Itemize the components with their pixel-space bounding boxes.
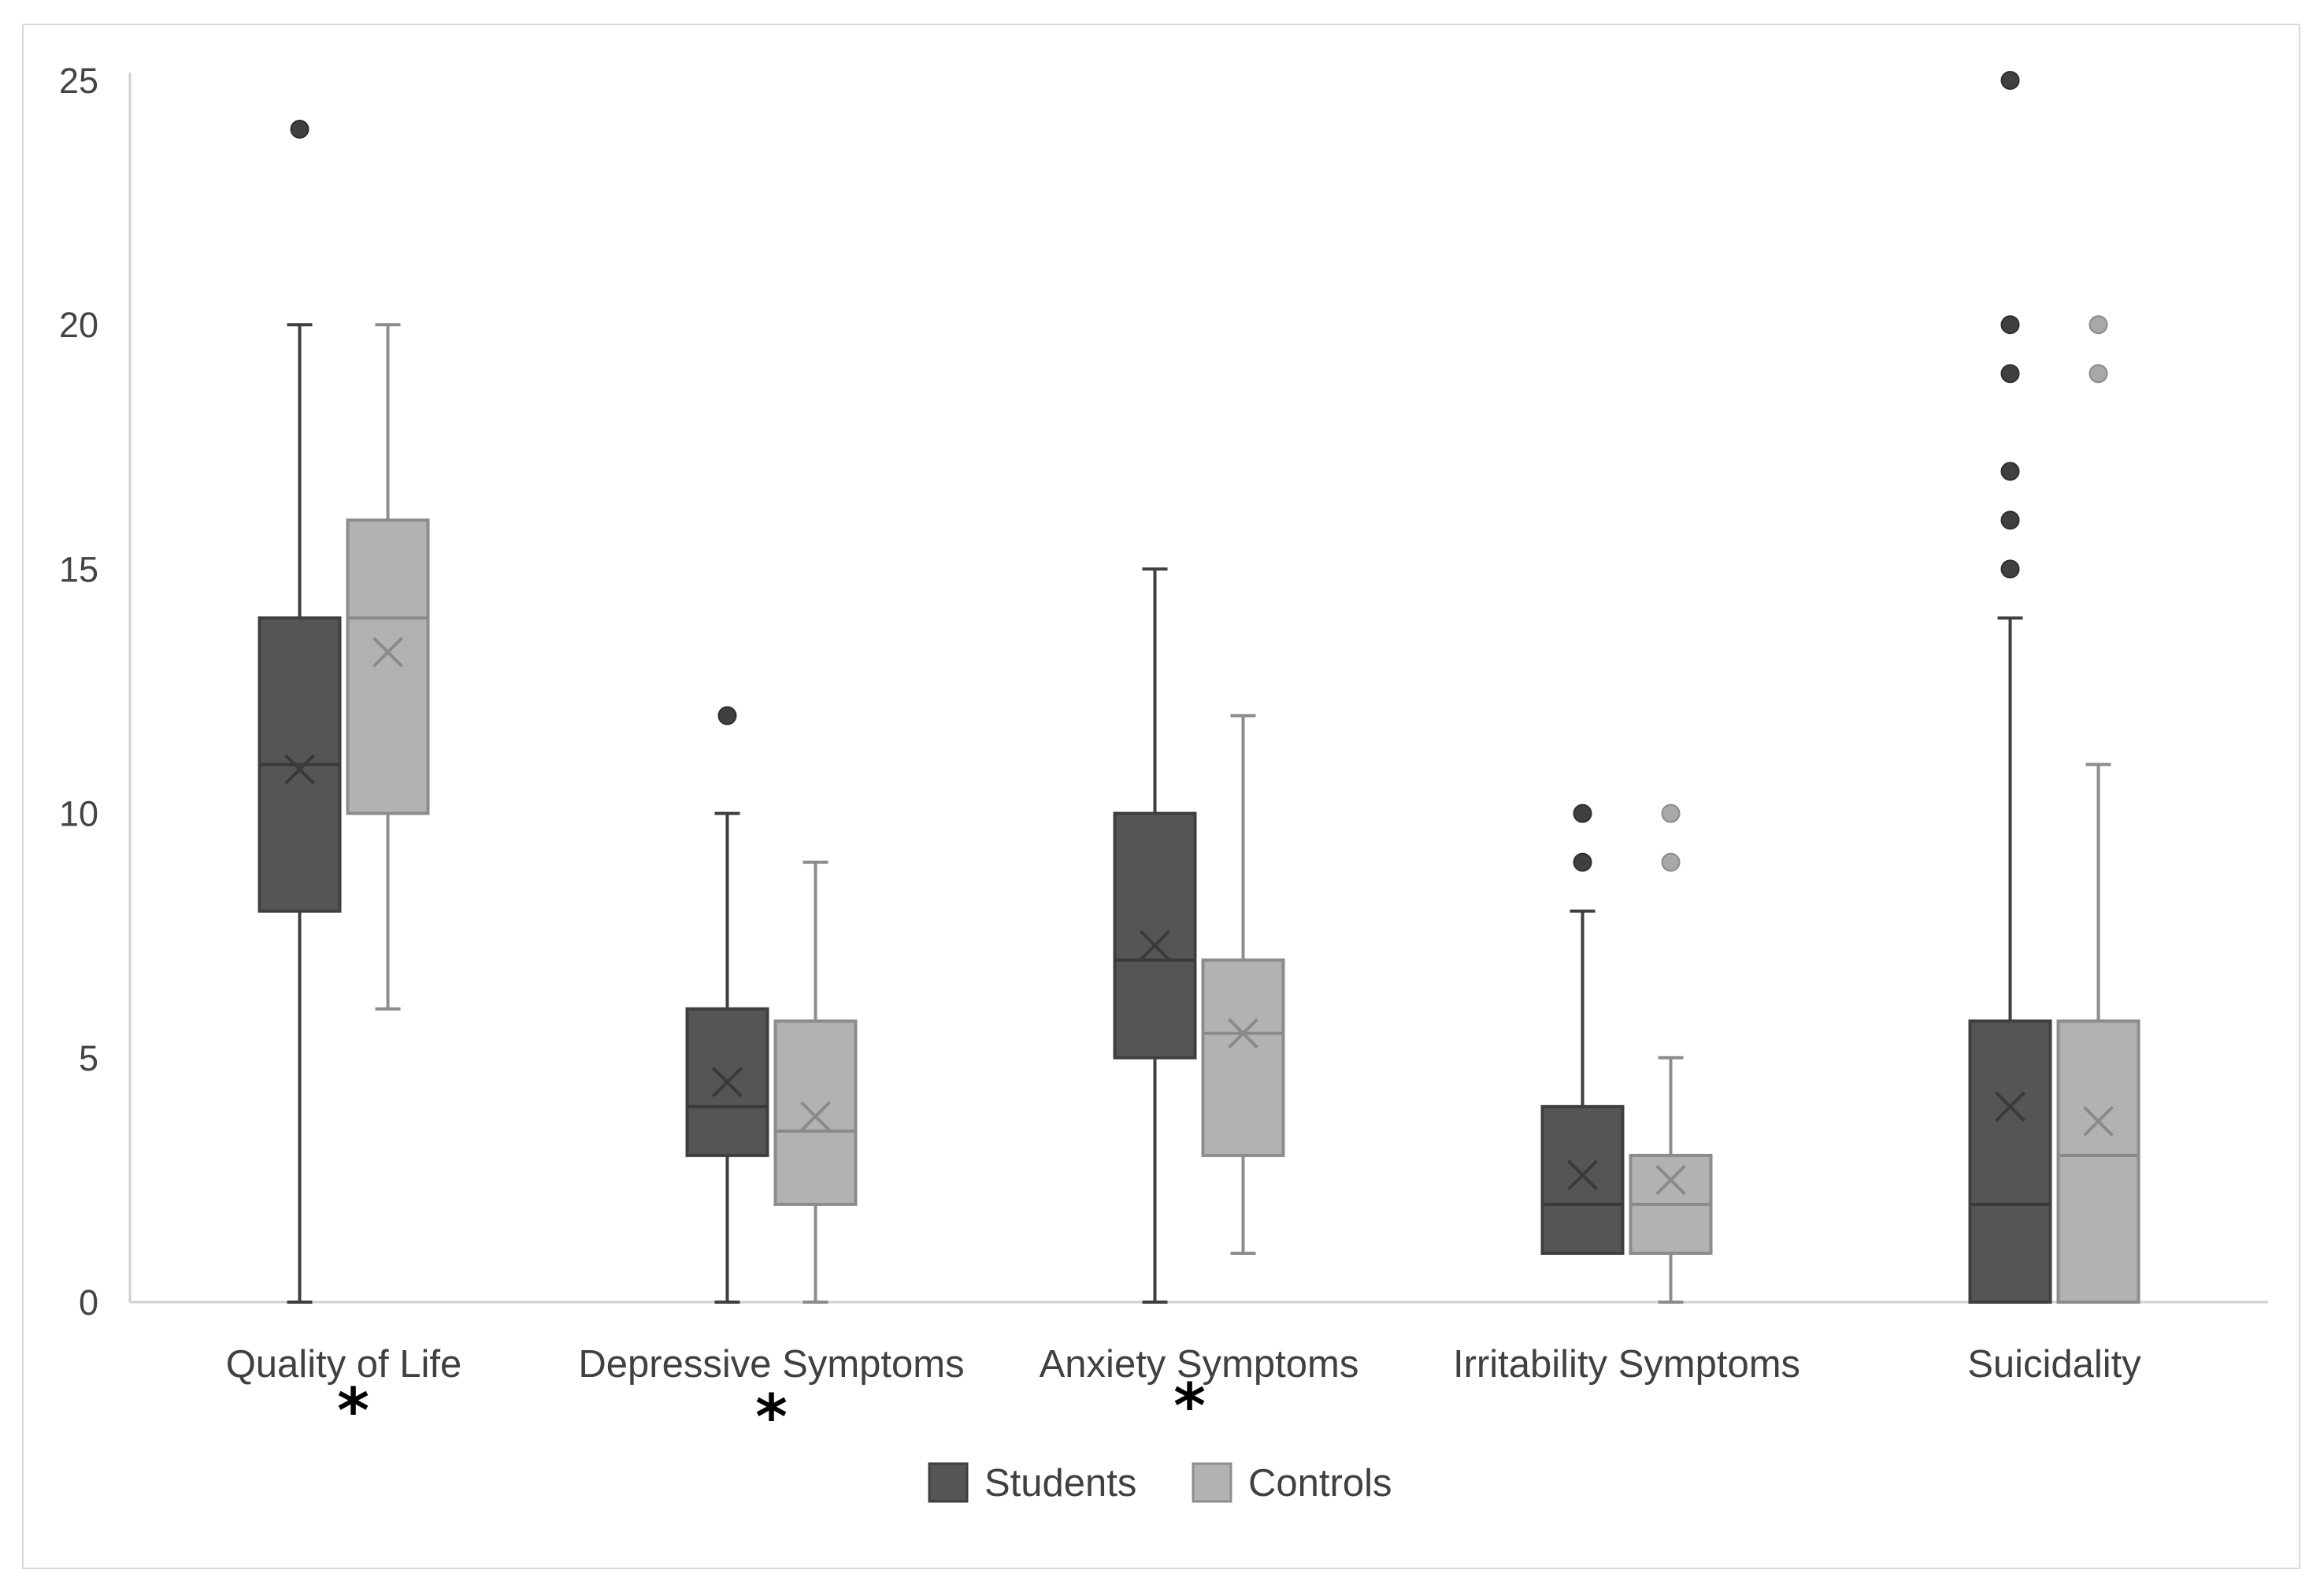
- outlier-point: [2000, 315, 2020, 335]
- outlier-point: [1573, 852, 1592, 872]
- legend-swatch: [1192, 1462, 1232, 1503]
- iqr-box: [1968, 1019, 2052, 1304]
- category-label: Quality of Life: [226, 1343, 462, 1386]
- outlier-point: [1661, 852, 1681, 872]
- iqr-box: [2056, 1019, 2141, 1304]
- outlier-point: [1573, 803, 1592, 823]
- students-box-5: [1968, 71, 2052, 1304]
- category-labels: Quality of Life*Depressive Symptoms*Anxi…: [226, 1343, 2142, 1453]
- mean-marker: [284, 754, 315, 785]
- outlier-point: [2089, 364, 2108, 384]
- mean-marker: [800, 1100, 831, 1132]
- outlier-point: [2000, 559, 2020, 579]
- students-box-2: [685, 706, 769, 1304]
- outlier-point: [717, 706, 737, 725]
- controls-box-5: [2056, 315, 2141, 1304]
- legend-label: Students: [984, 1462, 1136, 1505]
- outlier-point: [2000, 510, 2020, 530]
- iqr-box: [346, 518, 430, 815]
- students-box-3: [1113, 567, 1197, 1304]
- y-tick-label: 10: [59, 794, 98, 834]
- controls-box-4: [1629, 803, 1713, 1304]
- outlier-point: [1661, 803, 1681, 823]
- mean-marker: [2083, 1106, 2114, 1137]
- outlier-point: [290, 120, 309, 139]
- y-tick-label: 5: [79, 1038, 98, 1078]
- legend-swatch: [928, 1462, 969, 1503]
- outlier-point: [2000, 364, 2020, 384]
- boxes: [258, 71, 2141, 1304]
- legend-label: Controls: [1248, 1462, 1392, 1505]
- mean-marker: [1567, 1160, 1598, 1191]
- mean-marker: [1995, 1091, 2026, 1123]
- controls-box-3: [1201, 714, 1285, 1255]
- iqr-box: [773, 1019, 858, 1206]
- legend-item-students: Students: [928, 1462, 1136, 1505]
- significance-asterisk: *: [1173, 1371, 1206, 1442]
- y-tick-label: 15: [59, 549, 98, 589]
- outlier-point: [2000, 462, 2020, 481]
- mean-marker: [1228, 1018, 1258, 1049]
- mean-marker: [373, 636, 403, 668]
- category-label: Suicidality: [1967, 1343, 2141, 1386]
- controls-box-2: [773, 860, 858, 1304]
- axes: 0 5 10 15 20 25: [59, 61, 2268, 1323]
- mean-marker: [712, 1067, 743, 1098]
- iqr-box: [1201, 958, 1285, 1157]
- category-label: Irritability Symptoms: [1453, 1343, 1800, 1386]
- significance-asterisk: *: [337, 1376, 369, 1447]
- mean-marker: [1140, 930, 1170, 961]
- legend-item-controls: Controls: [1192, 1462, 1392, 1505]
- significance-asterisk: *: [755, 1382, 788, 1453]
- students-box-4: [1540, 803, 1625, 1255]
- students-box-1: [258, 120, 342, 1304]
- legend: Students Controls: [928, 1462, 1392, 1505]
- y-tick-label: 25: [59, 61, 98, 101]
- iqr-box: [1113, 811, 1197, 1059]
- mean-marker: [1655, 1164, 1686, 1196]
- y-tick-label: 0: [79, 1282, 98, 1323]
- y-tick-label: 20: [59, 305, 98, 345]
- controls-box-1: [346, 323, 430, 1011]
- iqr-box: [1540, 1104, 1625, 1255]
- category-label: Depressive Symptoms: [578, 1343, 964, 1386]
- category-label: Anxiety Symptoms: [1040, 1343, 1359, 1386]
- outlier-point: [2089, 315, 2108, 335]
- outlier-point: [2000, 71, 2020, 90]
